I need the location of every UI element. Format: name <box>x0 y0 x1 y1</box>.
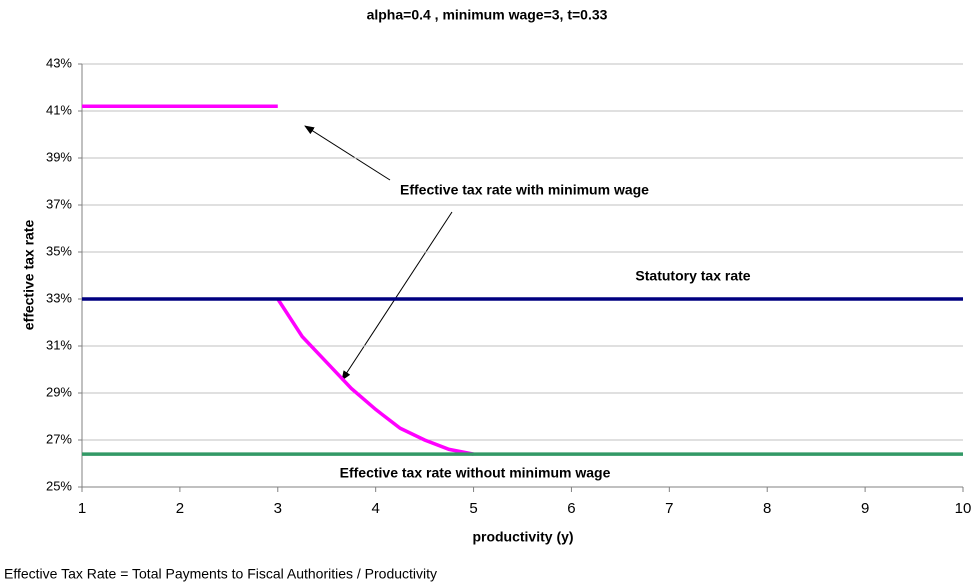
y-tick-label: 25% <box>46 478 72 493</box>
arrow <box>304 125 391 181</box>
x-tick-label: 1 <box>78 500 86 517</box>
x-tick-label: 6 <box>567 500 575 517</box>
x-axis-label: productivity (y) <box>472 529 573 545</box>
x-tick-label: 5 <box>469 500 477 517</box>
y-tick-label: 29% <box>46 384 72 399</box>
annotation: Effective tax rate without minimum wage <box>340 465 611 481</box>
y-axis-label: effective tax rate <box>21 220 37 331</box>
x-tick-label: 2 <box>176 500 184 517</box>
y-tick-label: 39% <box>46 149 72 164</box>
x-tick-label: 4 <box>371 500 379 517</box>
series-line <box>276 298 474 456</box>
footnote: Effective Tax Rate = Total Payments to F… <box>4 566 437 582</box>
y-tick-label: 37% <box>46 196 72 211</box>
chart-title: alpha=0.4 , minimum wage=3, t=0.33 <box>367 7 608 23</box>
y-tick-label: 35% <box>46 243 72 258</box>
x-tick-label: 3 <box>274 500 282 517</box>
y-tick-label: 31% <box>46 337 72 352</box>
x-tick-label: 7 <box>665 500 673 517</box>
y-tick-label: 33% <box>46 290 72 305</box>
y-tick-label: 27% <box>46 431 72 446</box>
annotation: Statutory tax rate <box>635 268 750 284</box>
arrow <box>341 211 453 381</box>
x-tick-label: 8 <box>763 500 771 517</box>
x-tick-label: 9 <box>861 500 869 517</box>
x-tick-label: 10 <box>955 500 972 517</box>
annotation: Effective tax rate with minimum wage <box>400 182 649 198</box>
y-tick-label: 41% <box>46 102 72 117</box>
y-tick-label: 43% <box>46 55 72 70</box>
